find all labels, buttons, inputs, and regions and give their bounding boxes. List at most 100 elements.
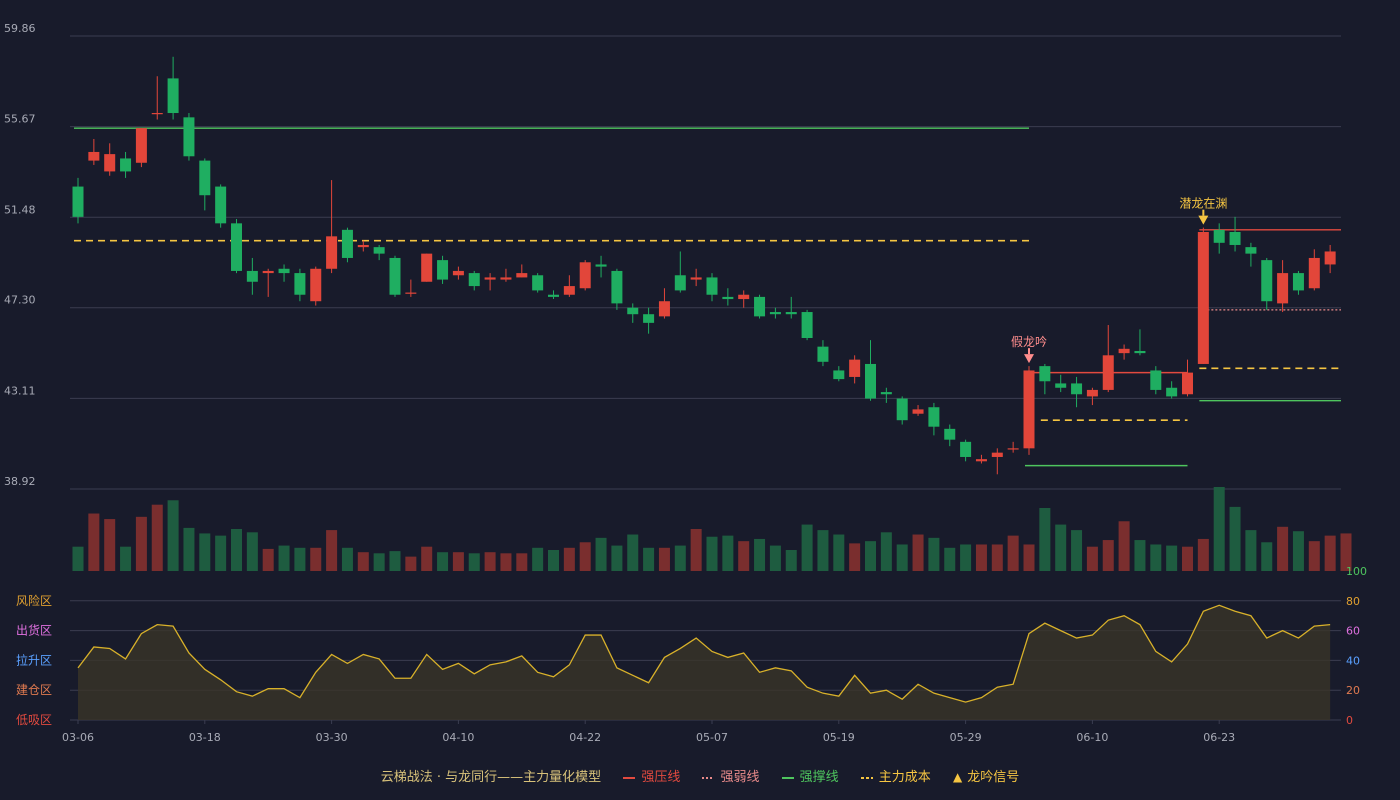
legend-signal-label: 龙吟信号: [967, 770, 1020, 785]
candle-body: [88, 151, 100, 161]
candle-body: [484, 277, 496, 280]
volume-bar: [1086, 546, 1098, 571]
volume-bar: [262, 548, 274, 571]
volume-bar: [548, 550, 559, 571]
candle-body: [960, 441, 972, 457]
volume-bar: [215, 535, 227, 571]
volume-bar: [516, 553, 528, 571]
date-tick-label: 06-23: [1203, 731, 1235, 744]
candle-body: [1102, 355, 1114, 390]
triangle-icon: ▲: [952, 770, 963, 784]
candle-body: [548, 294, 559, 297]
legend-support-label: 强撑线: [799, 770, 839, 785]
legend-item-pressure[interactable]: 强压线: [623, 766, 680, 785]
volume-bar: [1308, 541, 1320, 571]
volume-bar: [151, 504, 163, 571]
volume-bar: [595, 537, 607, 571]
candle-body: [151, 113, 163, 115]
candle-body: [389, 257, 401, 295]
candle-body: [865, 363, 876, 399]
zone-label: 出货区: [16, 623, 52, 638]
candle-body: [167, 78, 179, 114]
candle-body: [294, 273, 306, 295]
legend: 云梯战法 · 与龙同行——主力量化模型 强压线 强弱线 强撑线 主力成本 ▲ 龙吟…: [0, 766, 1400, 785]
candle-body: [975, 459, 987, 462]
volume-bar: [104, 519, 116, 571]
volume-bar: [1055, 524, 1067, 571]
legend-item-cost[interactable]: 主力成本: [860, 766, 931, 785]
volume-bar: [1134, 540, 1146, 571]
candle-body: [72, 186, 84, 217]
volume-bar: [405, 556, 417, 571]
volume-bar: [1102, 540, 1114, 571]
volume-bar: [944, 547, 956, 571]
candle-body: [1292, 273, 1304, 291]
volume-bar: [754, 538, 766, 571]
volume-bar: [722, 535, 734, 571]
osc-tick-label: 60: [1346, 625, 1360, 638]
candle-body: [643, 314, 655, 323]
legend-weak-swatch: [702, 776, 715, 779]
volume-bar: [912, 534, 924, 571]
candle-body: [627, 307, 639, 315]
candle-body: [405, 292, 417, 294]
osc-tick-label: 40: [1346, 654, 1360, 667]
volume-bar: [1118, 521, 1130, 571]
volume-bar: [88, 513, 100, 571]
osc-tick-label: 100: [1346, 565, 1367, 578]
legend-cost-label: 主力成本: [878, 770, 931, 785]
volume-bar: [484, 552, 496, 571]
candle-body: [754, 296, 766, 317]
candle-body: [722, 296, 734, 300]
candle-body: [579, 262, 591, 289]
candle-body: [310, 268, 322, 302]
candle-body: [1118, 348, 1130, 354]
price-tick-label: 38.92: [4, 475, 36, 488]
candle-body: [120, 158, 132, 172]
volume-bar: [1324, 535, 1336, 571]
candle-body: [817, 346, 829, 362]
volume-bar: [199, 533, 211, 571]
date-tick-label: 05-19: [823, 731, 855, 744]
volume-bar: [1039, 508, 1051, 571]
candle-body: [785, 312, 797, 315]
volume-bar: [865, 541, 876, 571]
candle-body: [1308, 257, 1320, 289]
volume-bar: [579, 542, 591, 571]
candle-body: [1150, 370, 1162, 390]
legend-weak-label: 强弱线: [720, 770, 760, 785]
volume-bar: [1071, 530, 1083, 571]
candle-body: [278, 268, 290, 274]
volume-bar: [183, 527, 195, 571]
volume-bar: [294, 547, 306, 571]
legend-item-support[interactable]: 强撑线: [781, 766, 839, 785]
candle-body: [215, 186, 227, 224]
candle-body: [183, 117, 195, 157]
legend-item-signal[interactable]: ▲ 龙吟信号: [953, 766, 1019, 785]
candle-body: [880, 392, 892, 395]
candle-body: [611, 270, 623, 304]
volume-bar: [120, 546, 132, 571]
volume-bar: [627, 534, 639, 571]
date-tick-label: 03-06: [62, 731, 94, 744]
price-tick-label: 43.11: [4, 384, 36, 397]
date-tick-label: 05-29: [950, 731, 982, 744]
legend-item-weak[interactable]: 强弱线: [702, 766, 760, 785]
candle-body: [373, 247, 385, 254]
candle-body: [199, 160, 211, 196]
candle-body: [516, 273, 528, 278]
oscillator-line: [77, 604, 1331, 703]
volume-bar: [357, 552, 369, 571]
candle-body: [833, 370, 845, 380]
signal-marker-icon: [1024, 354, 1034, 364]
volume-bar: [389, 551, 401, 571]
oscillator-area: [78, 605, 1331, 720]
candle-body: [1071, 383, 1083, 395]
volume-bar: [817, 530, 829, 571]
volume-bar: [769, 545, 781, 571]
volume-bar: [135, 516, 147, 571]
volume-bar: [1007, 535, 1019, 571]
candle-body: [912, 409, 924, 414]
